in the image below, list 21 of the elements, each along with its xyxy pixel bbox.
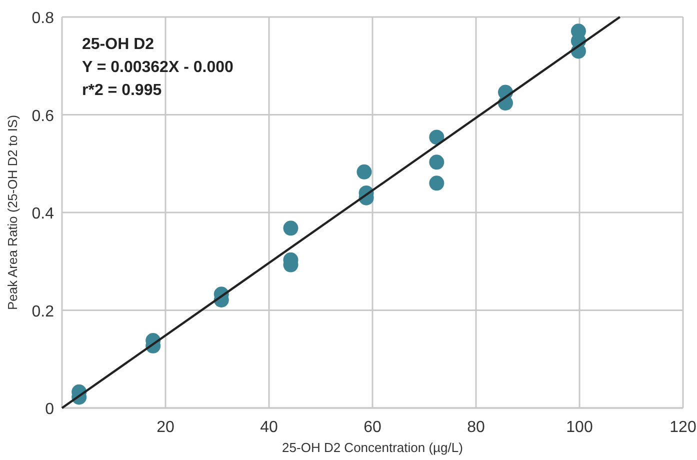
x-tick-label: 120: [670, 419, 696, 436]
x-tick-label: 80: [467, 419, 485, 436]
y-tick-label: 0: [45, 401, 54, 418]
x-axis-title: 25-OH D2 Concentration (µg/L): [282, 440, 463, 455]
y-tick-label: 0.6: [32, 108, 54, 125]
y-tick-label: 0.8: [32, 10, 54, 27]
point: [429, 154, 444, 170]
x-tick-label: 40: [260, 419, 278, 436]
x-tick-label: 20: [156, 419, 174, 436]
point: [429, 176, 444, 191]
x-tick-label: 100: [566, 419, 593, 436]
x-tick-label: 60: [364, 419, 382, 436]
y-axis-title: Peak Area Ratio (25-OH D2 to IS): [5, 114, 20, 310]
y-tick-label: 0.4: [32, 206, 54, 222]
annotation: r*2 = 0.995: [82, 82, 162, 99]
y-tick-label: 0.2: [32, 303, 54, 320]
point: [356, 164, 372, 180]
point: [429, 130, 444, 145]
point: [283, 220, 298, 236]
annotation: Y = 0.00362X - 0.000: [82, 59, 234, 76]
annotation: 25-OH D2: [82, 36, 154, 53]
